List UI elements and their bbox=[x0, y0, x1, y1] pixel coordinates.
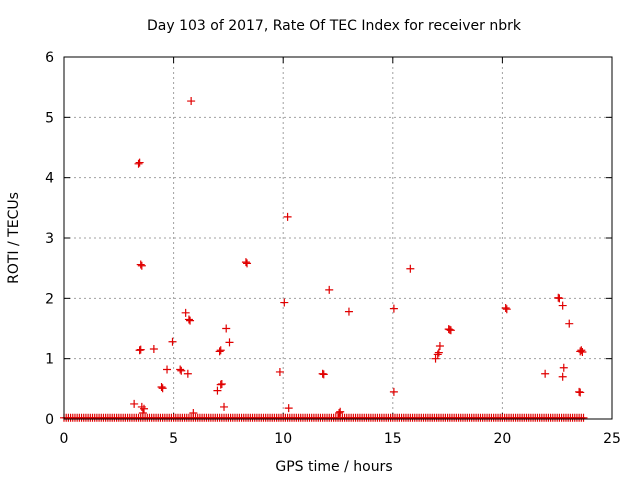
data-point-marker bbox=[389, 387, 398, 396]
x-axis-label: GPS time / hours bbox=[275, 459, 392, 475]
data-point-marker bbox=[577, 346, 586, 355]
data-point-marker bbox=[216, 380, 225, 389]
data-point-marker bbox=[220, 402, 229, 411]
data-point-marker bbox=[138, 408, 147, 417]
data-point-marker bbox=[216, 346, 225, 355]
data-point-marker bbox=[319, 370, 328, 379]
data-point-marker bbox=[325, 285, 334, 294]
data-point-marker bbox=[318, 369, 327, 378]
data-point-marker bbox=[344, 307, 353, 316]
x-tick-label: 20 bbox=[493, 431, 511, 447]
x-tick-label: 10 bbox=[274, 431, 292, 447]
data-point-marker bbox=[187, 97, 196, 106]
data-point-marker bbox=[283, 212, 292, 221]
data-markers bbox=[60, 97, 588, 422]
data-point-marker bbox=[335, 408, 344, 417]
data-point-marker bbox=[575, 387, 584, 396]
data-point-marker bbox=[502, 305, 511, 314]
x-tick-label: 25 bbox=[603, 431, 621, 447]
data-point-marker bbox=[225, 338, 234, 347]
x-tick-label: 0 bbox=[60, 431, 69, 447]
data-point-marker bbox=[433, 350, 442, 359]
data-point-marker bbox=[213, 386, 222, 395]
x-tick-labels: 0 5 10 15 20 25 bbox=[60, 431, 621, 447]
data-point-marker bbox=[157, 383, 166, 392]
data-point-marker bbox=[134, 159, 143, 168]
data-point-marker bbox=[559, 363, 568, 372]
data-point-marker bbox=[140, 404, 149, 413]
data-point-marker bbox=[186, 316, 195, 325]
data-point-marker bbox=[215, 347, 224, 356]
chart-title: Day 103 of 2017, Rate Of TEC Index for r… bbox=[147, 18, 522, 34]
data-point-marker bbox=[406, 264, 415, 273]
data-point-marker bbox=[558, 372, 567, 381]
data-point-marker bbox=[435, 341, 444, 350]
data-point-marker bbox=[431, 354, 440, 363]
data-point-marker bbox=[445, 325, 454, 334]
data-point-marker bbox=[222, 324, 231, 333]
data-point-marker bbox=[241, 258, 250, 267]
data-point-marker bbox=[389, 304, 398, 313]
y-tick-label: 0 bbox=[45, 412, 54, 428]
data-point-marker bbox=[275, 367, 284, 376]
data-point-marker bbox=[176, 365, 185, 374]
data-point-marker bbox=[243, 259, 252, 268]
data-point-marker bbox=[135, 346, 144, 355]
y-tick-label: 5 bbox=[45, 110, 54, 126]
data-point-marker bbox=[578, 348, 587, 357]
data-point-marker bbox=[336, 407, 345, 416]
y-tick-label: 3 bbox=[45, 231, 54, 247]
data-point-marker bbox=[284, 404, 293, 413]
y-tick-label: 6 bbox=[45, 50, 54, 66]
data-point-marker bbox=[183, 369, 192, 378]
y-tick-label: 4 bbox=[45, 171, 54, 187]
x-tick-label: 5 bbox=[169, 431, 178, 447]
plot-frame bbox=[63, 56, 613, 420]
data-point-marker bbox=[130, 399, 139, 408]
data-point-marker bbox=[501, 303, 510, 312]
data-point-marker bbox=[135, 158, 144, 167]
data-point-marker bbox=[217, 380, 226, 389]
data-point-marker bbox=[541, 369, 550, 378]
y-tick-label: 2 bbox=[45, 291, 54, 307]
y-axis-label: ROTI / TECUs bbox=[6, 192, 22, 284]
data-point-marker bbox=[576, 388, 585, 397]
data-point-marker bbox=[168, 337, 177, 346]
data-point-marker bbox=[565, 319, 574, 328]
data-point-marker bbox=[184, 315, 193, 324]
data-point-marker bbox=[177, 366, 186, 375]
data-point-marker bbox=[446, 326, 455, 335]
y-tick-labels: 0 1 2 3 4 5 6 bbox=[45, 50, 54, 428]
data-point-marker bbox=[554, 293, 563, 302]
data-point-marker bbox=[137, 261, 146, 270]
x-tick-label: 15 bbox=[384, 431, 402, 447]
data-point-marker bbox=[158, 384, 167, 393]
data-point-marker bbox=[280, 298, 289, 307]
data-point-marker bbox=[181, 308, 190, 317]
data-point-marker bbox=[189, 408, 198, 417]
y-tick-label: 1 bbox=[45, 352, 54, 368]
data-point-marker bbox=[163, 365, 172, 374]
data-point-marker bbox=[555, 294, 564, 303]
data-point-marker bbox=[558, 301, 567, 310]
data-point-marker bbox=[136, 260, 145, 269]
grid-lines bbox=[64, 57, 612, 419]
data-point-marker bbox=[579, 413, 588, 422]
data-point-marker bbox=[149, 345, 158, 354]
data-point-marker bbox=[136, 345, 145, 354]
data-point-marker bbox=[434, 348, 443, 357]
